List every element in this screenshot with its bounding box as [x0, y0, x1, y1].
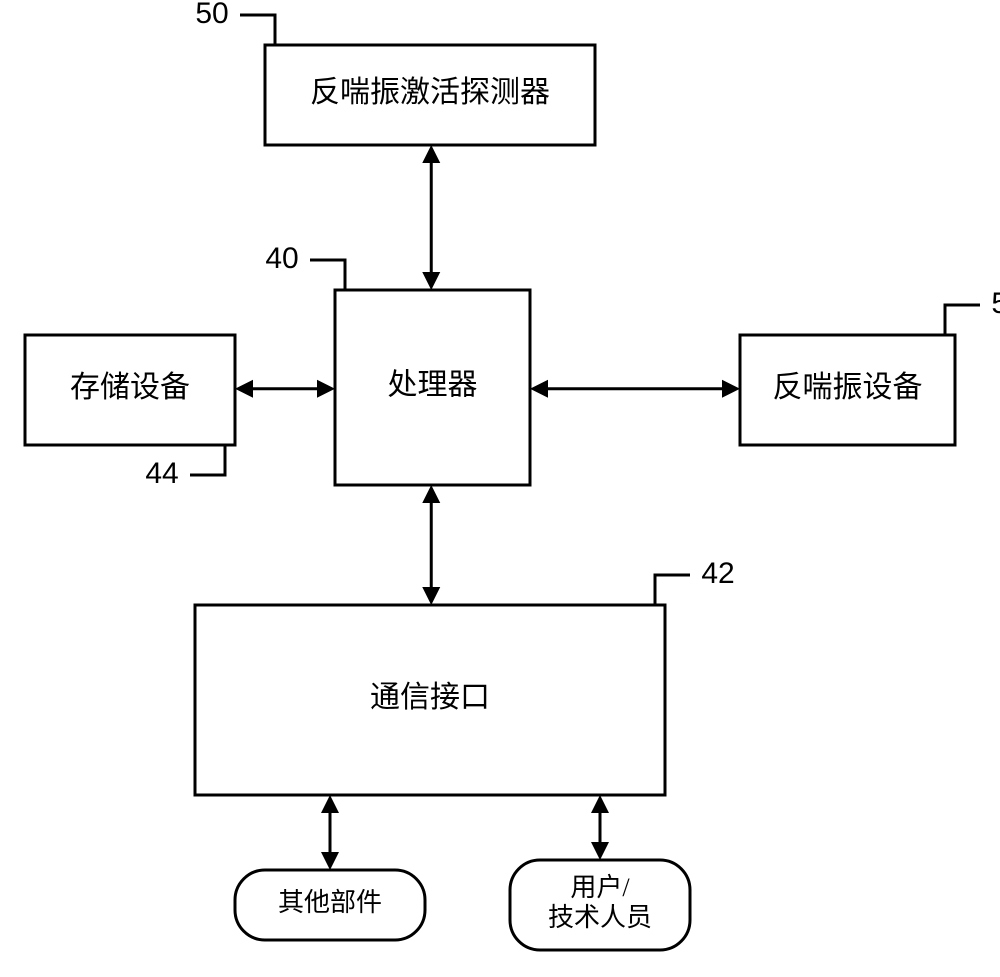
- edge-comm-user-head-b: [591, 842, 609, 860]
- edge-processor-comm: [422, 485, 440, 605]
- node-processor-label: 处理器: [388, 368, 478, 401]
- ref-num-storage: 44: [145, 457, 178, 490]
- edge-processor-storage: [235, 380, 335, 398]
- edge-processor-antisurge-head-a: [530, 380, 548, 398]
- ref-leader-antisurge: [945, 305, 980, 335]
- edge-processor-detector: [422, 145, 440, 290]
- ref-leader-processor: [310, 260, 345, 290]
- node-antisurge-label: 反喘振设备: [773, 371, 923, 404]
- ref-leader-detector: [240, 15, 275, 45]
- ref-num-antisurge: 52: [991, 287, 1000, 320]
- ref-leader-comm: [655, 575, 690, 605]
- edge-processor-antisurge-head-b: [722, 380, 740, 398]
- node-antisurge: 反喘振设备 52: [740, 287, 1000, 445]
- pill-user-line0: 用户/: [570, 873, 630, 902]
- edge-processor-detector-head-b: [422, 145, 440, 163]
- edge-comm-user-head-a: [591, 795, 609, 813]
- ref-num-processor: 40: [265, 242, 298, 275]
- pill-other: 其他部件: [235, 870, 425, 940]
- edge-processor-antisurge: [530, 380, 740, 398]
- edge-processor-comm-head-b: [422, 587, 440, 605]
- edge-comm-other-head-a: [321, 795, 339, 813]
- ref-leader-storage: [190, 445, 225, 475]
- pill-other-line0: 其他部件: [278, 888, 382, 917]
- edge-comm-other-head-b: [321, 852, 339, 870]
- edge-processor-detector-head-a: [422, 272, 440, 290]
- edge-processor-comm-head-a: [422, 485, 440, 503]
- pill-user-line1: 技术人员: [548, 903, 652, 932]
- node-storage: 存储设备 44: [25, 335, 235, 490]
- pill-user: 用户/技术人员: [510, 860, 690, 950]
- node-processor: 处理器 40: [265, 242, 530, 485]
- ref-num-detector: 50: [195, 0, 228, 30]
- node-detector-label: 反喘振激活探测器: [310, 76, 550, 109]
- node-comm-label: 通信接口: [370, 681, 490, 714]
- edge-comm-other: [321, 795, 339, 870]
- node-detector: 反喘振激活探测器 50: [195, 0, 595, 145]
- ref-num-comm: 42: [701, 557, 734, 590]
- node-storage-label: 存储设备: [70, 371, 190, 404]
- edge-processor-storage-head-a: [317, 380, 335, 398]
- edge-comm-user: [591, 795, 609, 860]
- node-comm: 通信接口 42: [195, 557, 735, 795]
- edge-processor-storage-head-b: [235, 380, 253, 398]
